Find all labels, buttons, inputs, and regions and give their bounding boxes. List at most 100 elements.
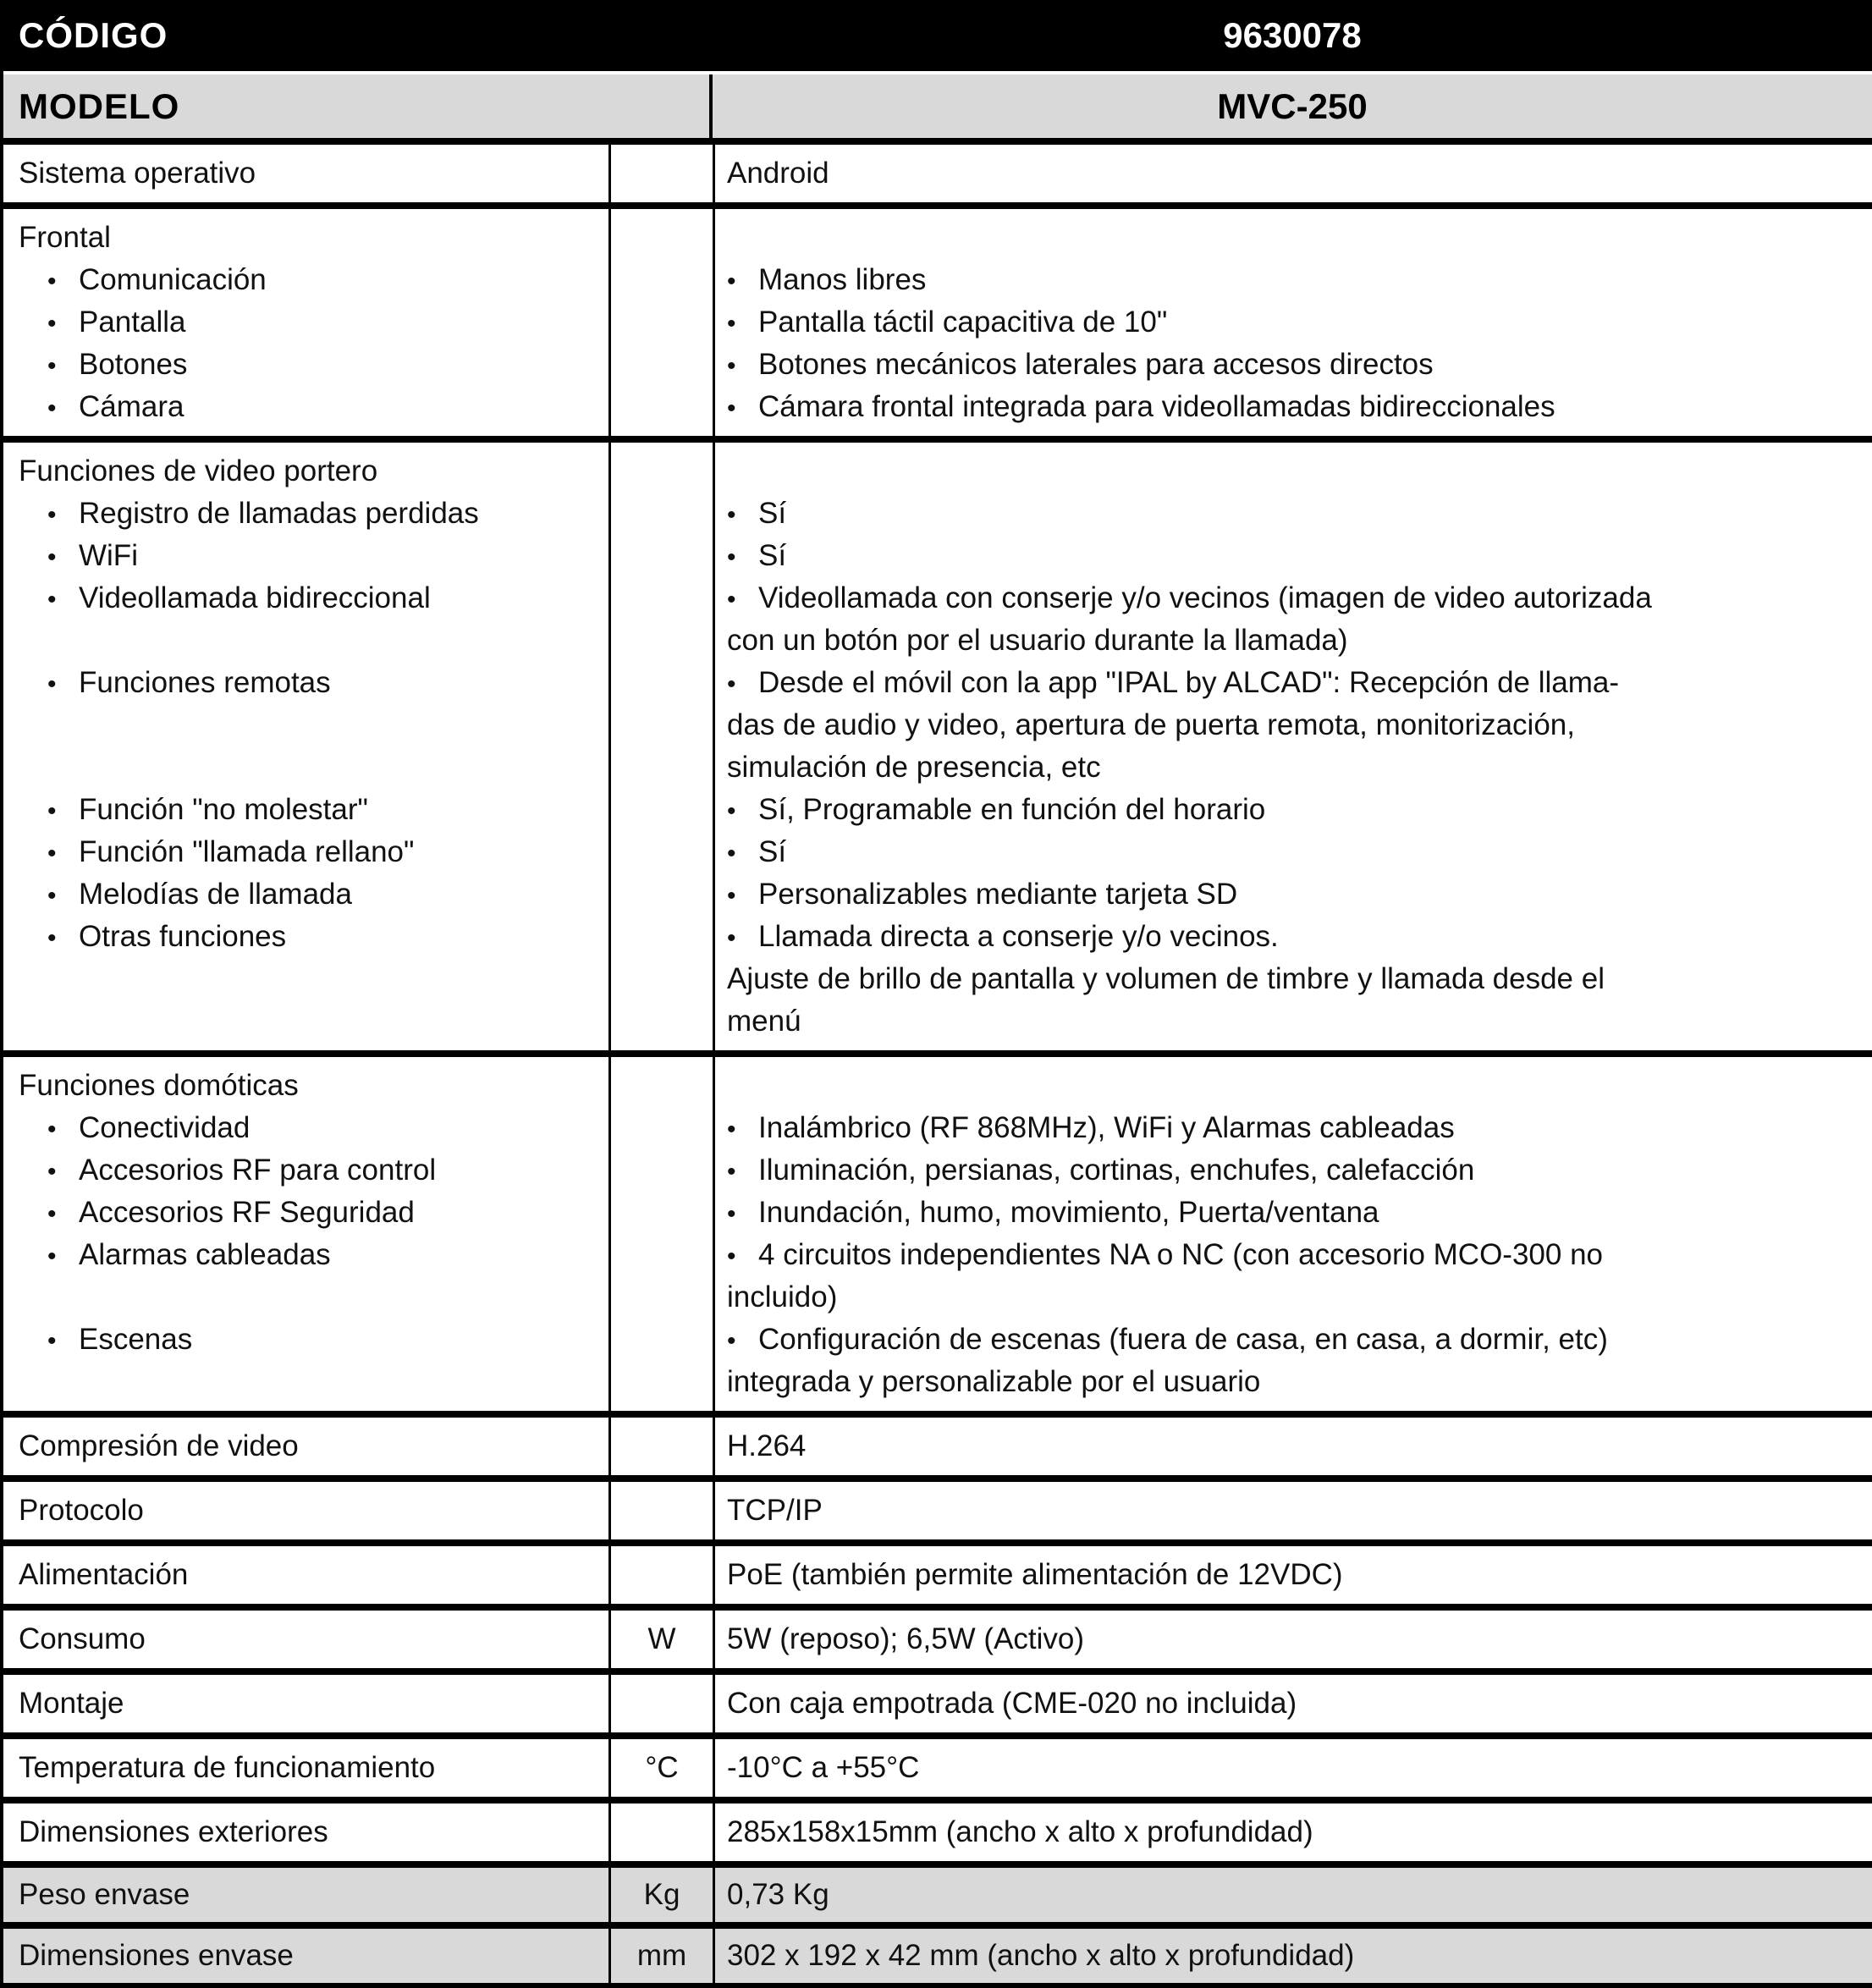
label-cell: Dimensiones exteriores [3, 1804, 611, 1861]
bullet-icon: • [727, 840, 736, 867]
unit-cell [611, 209, 715, 436]
unit-cell [611, 1057, 715, 1411]
label-text [19, 1005, 27, 1038]
unit-cell [611, 443, 715, 1050]
label-text: Comunicación [79, 263, 267, 296]
value-cell: • Sí • Sí • Videollamada con conserje y/o vec… [715, 443, 1872, 1050]
value-cell: • Manos libres • Pantalla táctil capacitiva… [715, 209, 1872, 436]
value-text: Iluminación, persianas, cortinas, enchuf… [758, 1154, 1475, 1187]
spec-row-consumo: Consumo W 5W (reposo); 6,5W (Activo) [3, 1611, 1872, 1668]
label-text: Escenas [79, 1323, 193, 1356]
unit-cell: mm [611, 1929, 715, 1983]
label-cell: Protocolo [3, 1482, 611, 1539]
unit-text: mm [636, 1939, 687, 1972]
label-text: Dimensiones envase [19, 1939, 294, 1972]
spec-row-sistema-operativo: Sistema operativo Android [3, 145, 1872, 202]
label-text [19, 1280, 27, 1313]
unit-text: W [647, 1622, 676, 1655]
unit-text: °C [645, 1751, 679, 1784]
bullet-icon: • [47, 670, 57, 698]
bullet-icon: • [47, 352, 57, 380]
label-line [3, 746, 608, 789]
bullet-icon: • [727, 1242, 736, 1270]
label-text [19, 624, 27, 657]
value-text: TCP/IP [727, 1494, 823, 1527]
bullet-icon: • [727, 1158, 736, 1186]
label-text: Funciones remotas [79, 666, 331, 699]
value-text: simulación de presencia, etc [727, 751, 1101, 784]
value-text: 285x158x15mm (ancho x alto x profundidad… [727, 1815, 1313, 1848]
label-line: • Accesorios RF Seguridad [3, 1192, 608, 1234]
unit-text: Kg [643, 1878, 680, 1911]
value-cell: TCP/IP [715, 1482, 1872, 1539]
value-cell: 5W (reposo); 6,5W (Activo) [715, 1611, 1872, 1668]
label-line: Consumo [3, 1618, 608, 1660]
value-line: • 4 circuitos independientes NA o NC (con… [715, 1234, 1872, 1276]
value-text: -10°C a +55°C [727, 1751, 920, 1784]
spec-row-frontal: Frontal • Comunicación • Pantalla • Botones • Cá… [3, 209, 1872, 436]
label-line: Protocolo [3, 1490, 608, 1532]
spec-row-dimensiones-envase: Dimensiones envase mm 302 x 192 x 42 mm (a… [3, 1929, 1872, 1983]
label-line [3, 620, 608, 662]
label-line [3, 704, 608, 746]
label-text [19, 751, 27, 784]
row-separator [3, 1050, 1872, 1057]
value-line: integrada y personalizable por el usuari… [715, 1361, 1872, 1403]
bullet-icon: • [47, 543, 57, 571]
row-separator [3, 202, 1872, 209]
bullet-icon: • [727, 501, 736, 529]
bullet-icon: • [47, 310, 57, 338]
label-line: Funciones de video portero [3, 450, 608, 493]
row-separator [3, 138, 1872, 145]
label-line: Sistema operativo [3, 152, 608, 195]
value-text: 5W (reposo); 6,5W (Activo) [727, 1622, 1085, 1655]
label-cell: Alimentación [3, 1546, 611, 1604]
row-separator [3, 1539, 1872, 1546]
label-line: • Otras funciones [3, 916, 608, 958]
value-text: Android [727, 157, 829, 190]
bullet-icon: • [47, 797, 57, 825]
value-line: • Cámara frontal integrada para videollam… [715, 386, 1872, 428]
value-line: TCP/IP [715, 1490, 1872, 1532]
value-line: • Videollamada con conserje y/o vecinos (… [715, 577, 1872, 620]
label-line: Montaje [3, 1682, 608, 1725]
label-text: Melodías de llamada [79, 878, 352, 911]
label-text: Cámara [79, 390, 184, 423]
bullet-icon: • [47, 1115, 57, 1143]
label-line [3, 1361, 608, 1403]
label-line: • Función "llamada rellano" [3, 831, 608, 873]
label-text: Compresión de video [19, 1429, 299, 1462]
value-cell: Con caja empotrada (CME-020 no incluida) [715, 1675, 1872, 1732]
label-cell: Frontal • Comunicación • Pantalla • Botones • Cá… [3, 209, 611, 436]
bullet-icon: • [727, 543, 736, 571]
value-line: • Pantalla táctil capacitiva de 10" [715, 301, 1872, 344]
value-line: 285x158x15mm (ancho x alto x profundidad… [715, 1811, 1872, 1853]
label-text: Conectividad [79, 1111, 251, 1144]
value-text: Videollamada con conserje y/o vecinos (i… [758, 581, 1652, 614]
value-text [727, 454, 735, 487]
bullet-icon: • [727, 1327, 736, 1355]
row-separator [3, 1861, 1872, 1868]
label-text: Funciones de video portero [19, 454, 378, 487]
value-text: menú [727, 1005, 801, 1038]
label-text: Función "no molestar" [79, 793, 368, 826]
label-text [19, 708, 27, 741]
value-cell: 285x158x15mm (ancho x alto x profundidad… [715, 1804, 1872, 1861]
value-text: Personalizables mediante tarjeta SD [758, 878, 1238, 911]
value-cell: Android [715, 145, 1872, 202]
value-line: 0,73 Kg [715, 1874, 1872, 1916]
value-line [715, 217, 1872, 259]
value-text [727, 1069, 735, 1102]
modelo-label: MODELO [3, 74, 713, 138]
label-line: • Función "no molestar" [3, 789, 608, 831]
label-line: • Melodías de llamada [3, 873, 608, 916]
row-separator [3, 1475, 1872, 1482]
label-line: Funciones domóticas [3, 1065, 608, 1107]
label-text: Peso envase [19, 1878, 190, 1911]
bullet-icon: • [47, 1158, 57, 1186]
bullet-icon: • [47, 882, 57, 910]
label-text: Funciones domóticas [19, 1069, 299, 1102]
value-text: Pantalla táctil capacitiva de 10" [758, 306, 1168, 339]
header-row-codigo: CÓDIGO 9630078 [3, 0, 1872, 71]
label-line: Peso envase [3, 1874, 608, 1916]
